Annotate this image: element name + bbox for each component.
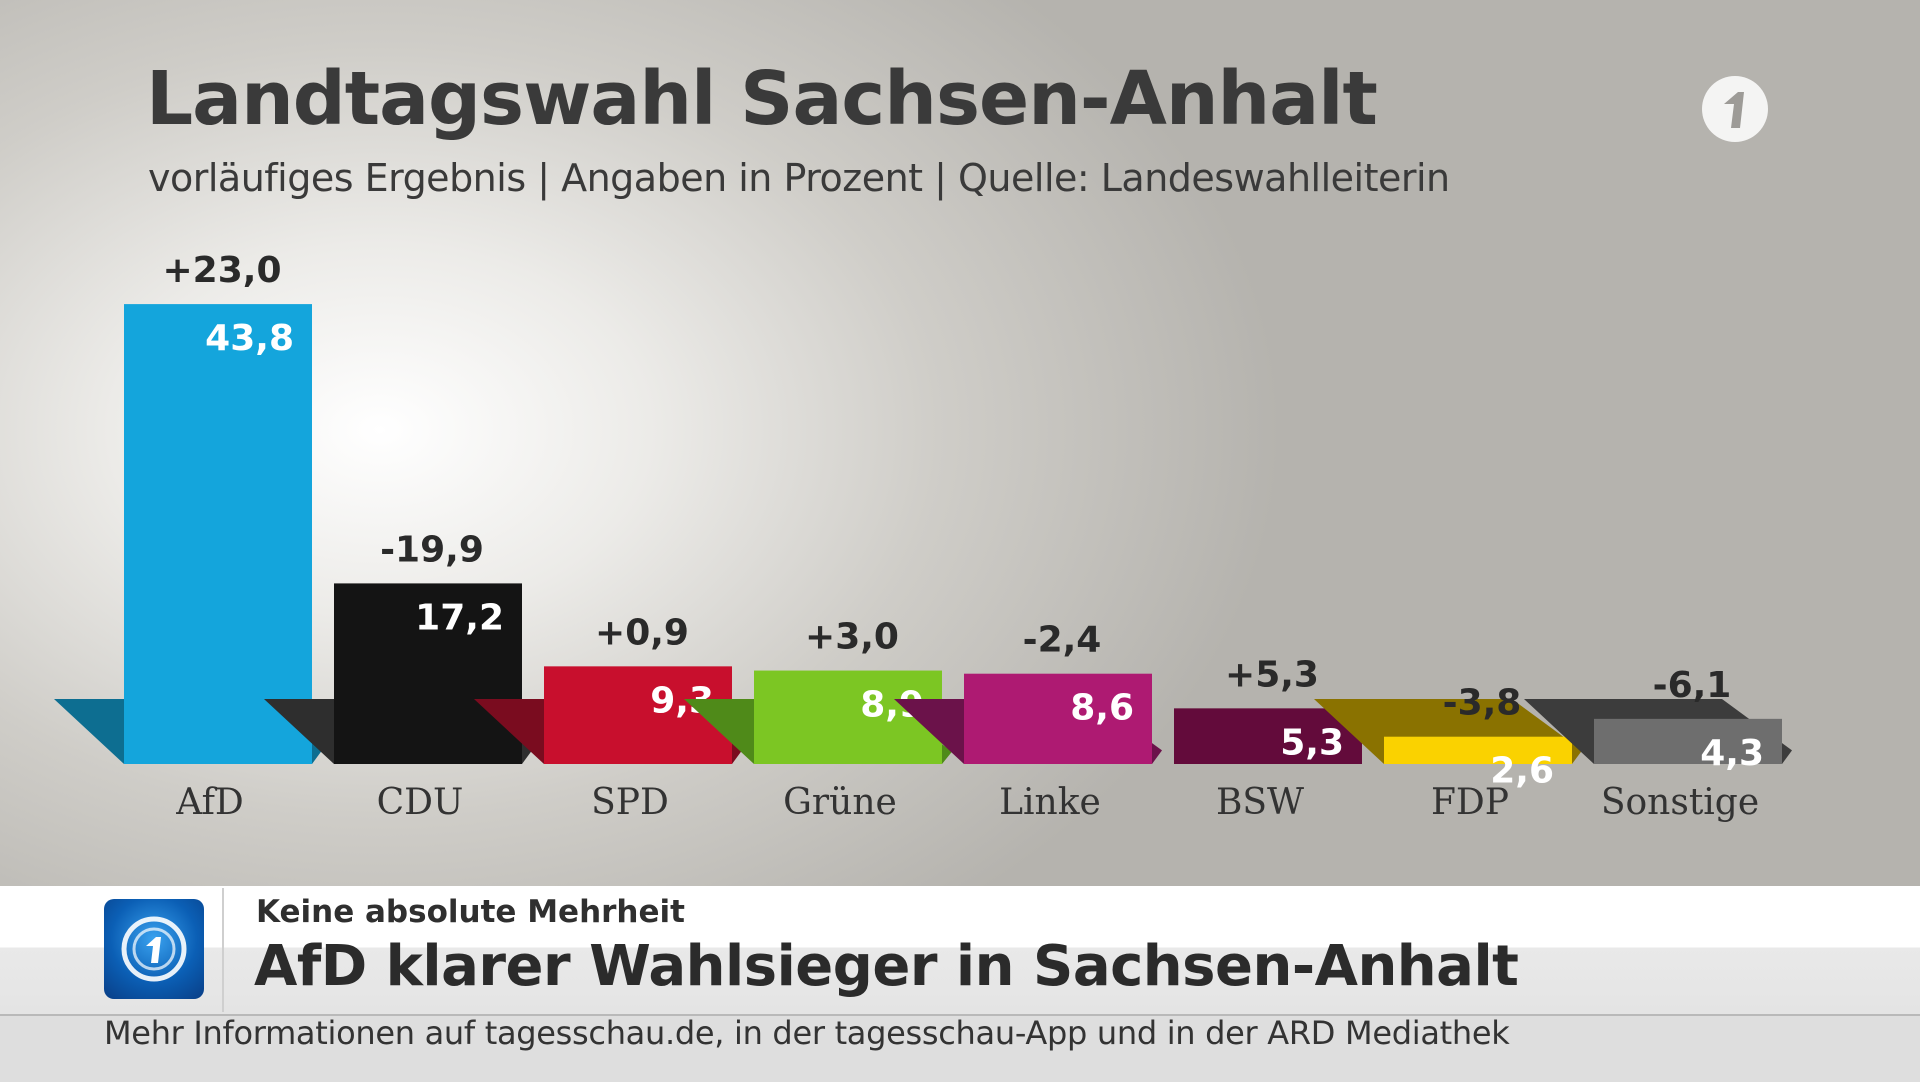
news-ticker xyxy=(0,886,1920,1014)
bar xyxy=(124,304,312,764)
value-label: 43,8 xyxy=(205,318,294,359)
value-label: 5,3 xyxy=(1280,722,1344,763)
bar xyxy=(1384,736,1572,764)
bar xyxy=(334,583,522,764)
bar xyxy=(754,670,942,764)
change-label: +5,3 xyxy=(1225,654,1319,695)
category-label: Grüne xyxy=(783,782,897,823)
ticker-headline: AfD klarer Wahlsieger in Sachsen-Anhalt xyxy=(254,934,1519,999)
chart-stage: Landtagswahl Sachsen-Anhalt vorläufiges … xyxy=(0,0,1920,886)
value-label: 8,6 xyxy=(1070,688,1134,729)
change-label: -19,9 xyxy=(380,529,484,570)
category-label: FDP xyxy=(1431,782,1509,823)
tagesschau-icon xyxy=(104,899,204,999)
bar xyxy=(544,666,732,764)
change-label: +23,0 xyxy=(163,250,282,291)
change-label: -2,4 xyxy=(1023,620,1102,661)
chart-title: Landtagswahl Sachsen-Anhalt xyxy=(146,56,1378,142)
change-label: +0,9 xyxy=(595,612,689,653)
das-erste-icon xyxy=(1702,76,1768,142)
category-label: AfD xyxy=(175,782,244,823)
info-bar xyxy=(0,1014,1920,1082)
category-label: CDU xyxy=(377,782,464,823)
category-label: Linke xyxy=(999,782,1101,823)
value-label: 4,3 xyxy=(1700,733,1764,774)
value-label: 17,2 xyxy=(415,597,504,638)
chart-subtitle: vorläufiges Ergebnis | Angaben in Prozen… xyxy=(148,156,1450,200)
ticker-divider xyxy=(222,888,224,1012)
bar xyxy=(1594,718,1782,764)
bar xyxy=(1174,708,1362,764)
category-label: Sonstige xyxy=(1601,782,1759,823)
change-label: +3,0 xyxy=(805,617,899,658)
value-label: 2,6 xyxy=(1490,751,1554,792)
change-label: -3,8 xyxy=(1443,683,1522,724)
bar-chart: 43,8+23,0AfD17,2-19,9CDU9,3+0,9SPD8,9+3,… xyxy=(54,250,1792,823)
category-label: BSW xyxy=(1216,782,1304,823)
change-label: -6,1 xyxy=(1653,665,1732,706)
category-label: SPD xyxy=(591,782,669,823)
info-text: Mehr Informationen auf tagesschau.de, in… xyxy=(104,1014,1510,1052)
bar xyxy=(964,673,1152,764)
ticker-kicker: Keine absolute Mehrheit xyxy=(256,894,685,930)
